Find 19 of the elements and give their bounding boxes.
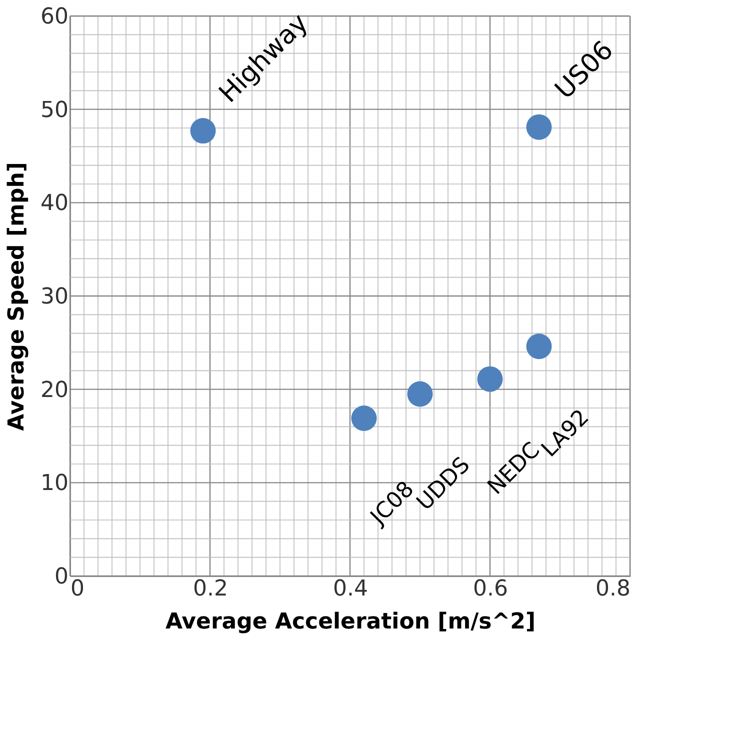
point [526, 334, 552, 360]
y-tick-label: 20 [40, 378, 68, 403]
point [526, 114, 552, 140]
point [407, 381, 433, 407]
y-tick-label: 30 [40, 284, 68, 310]
x-tick-label: 0.6 [473, 576, 508, 602]
y-tick-label: 60 [40, 4, 68, 30]
x-tick-label: 0.8 [596, 576, 630, 602]
y-tick-label: 50 [40, 98, 68, 123]
y-tick-label: 10 [40, 471, 68, 496]
x-tick-label: 0.4 [333, 576, 368, 602]
x-axis-title: Average Acceleration [m/s^2] [165, 610, 536, 634]
x-tick-label: 0.2 [193, 576, 228, 602]
y-tick-label: 40 [40, 191, 68, 216]
point [190, 118, 216, 144]
point [477, 366, 503, 392]
point [351, 406, 377, 431]
y-axis-title: Average Speed [mph] [4, 162, 30, 431]
x-tick-label: 0 [70, 576, 84, 602]
